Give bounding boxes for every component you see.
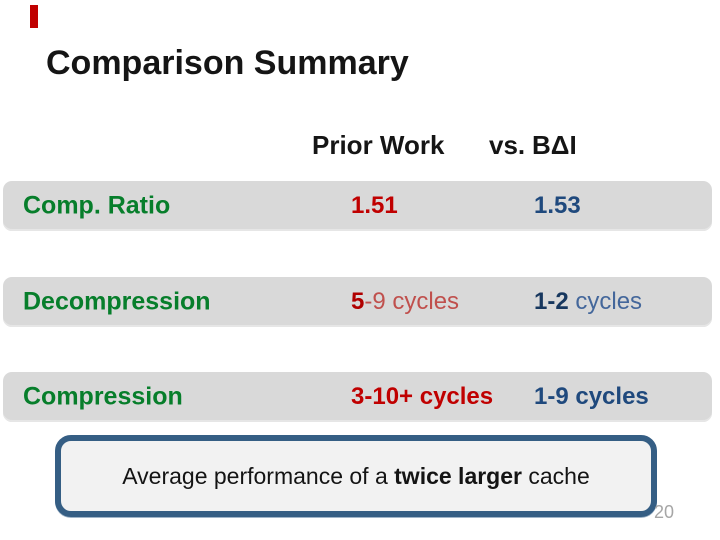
- value-segment: 3-10+ cycles: [351, 383, 494, 410]
- value-segment: 1-2: [534, 288, 569, 315]
- value-segment: 1.51: [351, 192, 398, 219]
- value-segment: -9 cycles: [364, 288, 460, 315]
- callout-text: Average performance of a twice larger ca…: [122, 463, 590, 490]
- bdi-value: 1-2 cycles: [534, 288, 642, 316]
- bdi-value: 1.53: [534, 192, 581, 220]
- page-number: 20: [654, 502, 675, 522]
- callout-box: Average performance of a twice larger ca…: [55, 435, 657, 517]
- row-label: Comp. Ratio: [23, 191, 171, 220]
- value-segment: 5: [351, 288, 365, 315]
- table-row: Compression 3-10+ cycles 1-9 cycles: [3, 372, 712, 422]
- header-bdi: BΔI: [532, 130, 577, 160]
- callout-segment: cache: [521, 462, 590, 489]
- slide-title: Comparison Summary: [46, 44, 409, 82]
- callout-segment: Average performance of a: [122, 462, 395, 489]
- table-row: Comp. Ratio 1.51 1.53: [3, 181, 712, 231]
- table-row: Decompression 5-9 cycles 1-2 cycles: [3, 277, 712, 327]
- red-accent-bar: [30, 5, 38, 28]
- bdi-value: 1-9 cycles: [534, 383, 649, 411]
- prior-work-value: 3-10+ cycles: [351, 383, 493, 411]
- value-segment: cycles: [568, 288, 643, 315]
- callout-segment: twice larger: [394, 462, 522, 489]
- prior-work-value: 5-9 cycles: [351, 288, 459, 316]
- header-prior-work: Prior Work: [312, 130, 445, 160]
- row-label: Decompression: [23, 287, 211, 316]
- row-label: Compression: [23, 382, 183, 411]
- value-segment: 1.53: [534, 192, 581, 219]
- prior-work-value: 1.51: [351, 192, 398, 220]
- header-vs: vs.: [489, 130, 526, 160]
- value-segment: 1-9 cycles: [534, 383, 649, 410]
